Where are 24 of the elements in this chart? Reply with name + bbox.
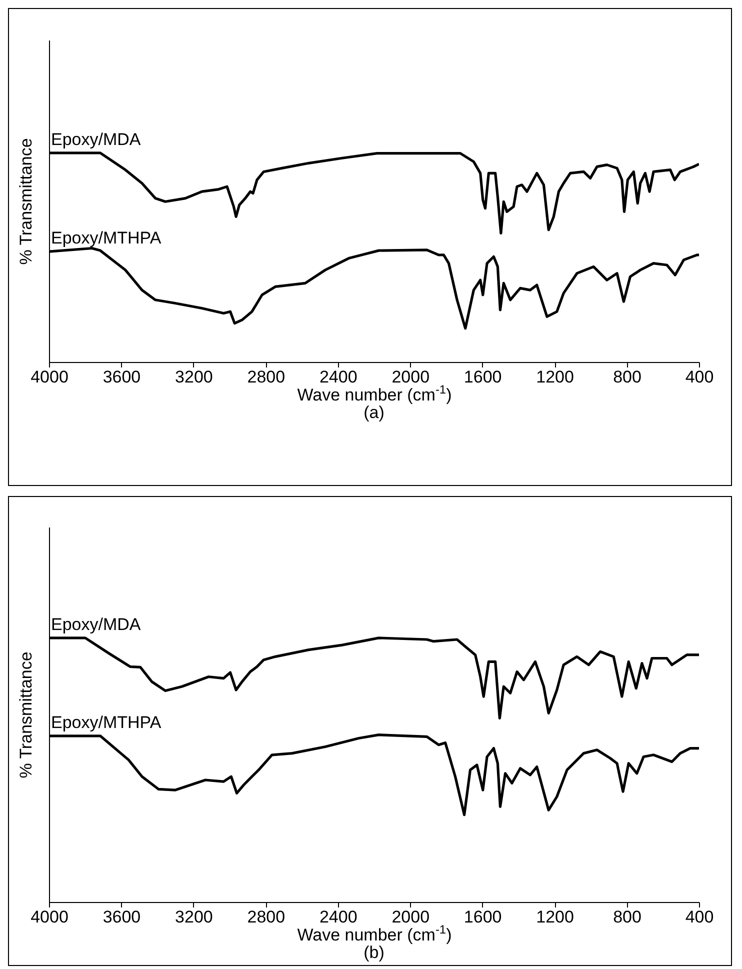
x-tick-label: 800 [613, 368, 642, 386]
series-label: Epoxy/MTHPA [51, 228, 162, 248]
x-tick-label: 2800 [247, 368, 286, 386]
x-tick-label: 400 [685, 368, 714, 386]
text: (a) [364, 403, 384, 422]
x-tick-label: 800 [613, 908, 642, 926]
x-tick-label: 1200 [536, 368, 574, 386]
x-tick-label: 1200 [536, 908, 574, 926]
x-tick-label: 2800 [247, 908, 286, 926]
x-tick-label: 400 [685, 908, 714, 926]
text: (b) [364, 943, 384, 962]
y-axis-title: % Transmittance [16, 652, 36, 778]
x-tick-label: 1600 [464, 908, 502, 926]
x-tick-label: 1600 [464, 368, 502, 386]
x-tick-label: 3600 [102, 368, 141, 386]
x-tick-label: 3200 [175, 908, 213, 926]
x-tick-label: 4000 [30, 368, 68, 386]
y-axis-title: % Transmittance [16, 138, 36, 265]
series-label: Epoxy/MTHPA [51, 712, 162, 732]
x-tick-label: 3200 [175, 368, 213, 386]
series-label: Epoxy/MDA [51, 614, 142, 634]
series-label: Epoxy/MDA [51, 130, 142, 149]
x-tick-label: 4000 [30, 908, 68, 926]
x-tick-label: 3600 [102, 908, 141, 926]
